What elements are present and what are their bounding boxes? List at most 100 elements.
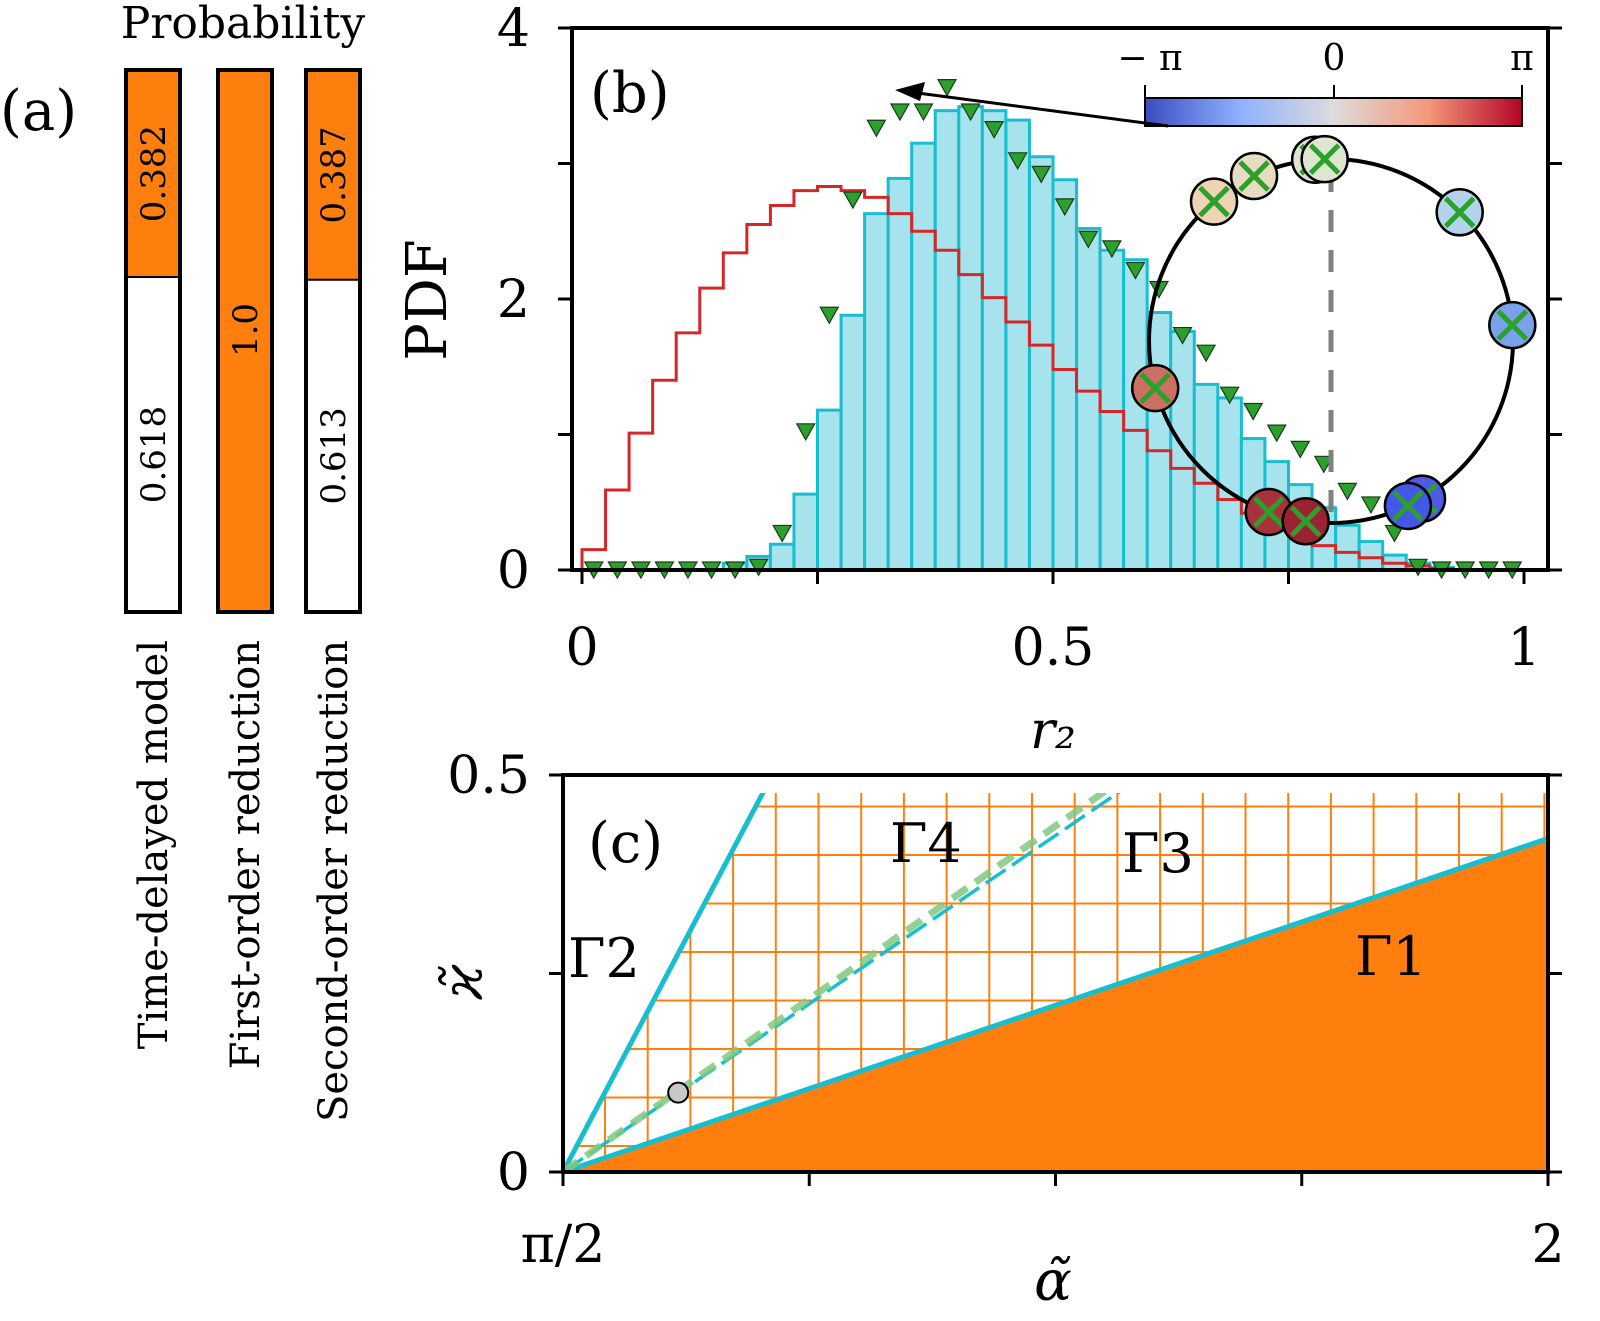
colorbar-tick-min: − π [1117,38,1182,79]
annotation-gamma4: Γ4 [890,812,962,875]
bar-frame [304,68,362,614]
data-point-triangle [1219,386,1240,405]
oscillator-marker [1281,496,1330,546]
data-point-triangle [1031,165,1052,184]
data-point-triangle [1337,482,1358,501]
panel-a-label: (a) [0,79,77,144]
oscillator-marker [1488,300,1537,350]
data-point-triangle [984,121,1005,139]
histogram-bar [1334,523,1361,570]
histogram-bar [957,105,984,570]
histogram-bar [792,492,820,570]
cross-icon [1496,309,1529,341]
panel-a: (a) Probability 0.382 0.618 Time-delayed m… [0,0,365,1122]
y-tick-label: 2 [497,270,530,330]
bar-orange-segment [306,70,360,280]
data-point-triangle [795,423,816,442]
data-point-triangle [1313,455,1334,474]
histogram-bar [1169,330,1196,570]
arrow-head-icon [895,82,925,101]
cross-icon [1139,372,1171,404]
colorbar [1144,97,1523,127]
histogram-bar [1122,258,1149,570]
cross-icon [1238,160,1270,192]
bar-white-segment [126,277,180,612]
annotation-gamma1: Γ1 [1355,925,1427,988]
annotation-arrow [909,90,1169,128]
histogram-bar [768,542,796,570]
oscillator-marker [1435,188,1484,237]
y-tick-label: 0.5 [447,746,530,806]
data-point-triangle [1290,440,1311,459]
histogram-bar [1357,540,1385,570]
x-tick-label: 2 [1531,1215,1564,1275]
bar-orange-label: 1.0 [226,303,266,357]
colorbar-tick-zero: 0 [1323,38,1346,79]
data-point-triangle [936,79,958,97]
histogram-bar [816,408,843,570]
data-point-triangle [1360,496,1381,515]
data-point-triangle [748,558,769,577]
data-point-triangle [1078,230,1099,249]
bar-white-label: 0.618 [134,406,174,503]
cross-icon [1443,196,1476,229]
cross-icon [1289,505,1322,537]
y-tick-label: 0 [497,541,530,601]
data-point-triangle [1125,261,1146,280]
x-axis-label-alpha: α̃ [1034,1249,1072,1314]
y-tick-label: 4 [497,0,530,59]
oscillator-marker [1300,134,1349,184]
data-point-triangle [866,119,887,138]
parameter-point-marker [667,1081,690,1104]
bar-frame [124,68,182,614]
boundary-curve-Γ1 [563,836,1548,1172]
oscillator-marker [1229,151,1279,201]
category-label: Second-order reduction [311,640,357,1122]
data-point-triangle [1243,402,1264,421]
histogram-bar [863,212,890,570]
data-point-triangle [1196,344,1217,363]
panel-c: π/2 2 0 0.5 (c) ϰ̃ α̃ Γ2 Γ4 Γ3 Γ1 [431,746,1565,1314]
x-tick-label: 0 [565,618,598,678]
panel-b-label: (b) [590,61,670,126]
y-tick-label: 0 [497,1143,530,1203]
cross-icon [1392,490,1424,522]
x-tick-label: π/2 [521,1215,606,1275]
category-label: Time-delayed model [131,640,177,1049]
boundary-curve-Γ2 [563,793,766,1172]
histogram-bar [886,176,914,570]
colorbar-tick-max: π [1510,38,1534,79]
data-point-triangle [1007,152,1028,171]
bar-orange-label: 0.382 [134,125,174,222]
annotation-gamma3: Γ3 [1122,822,1194,885]
bar-white-label: 0.613 [314,407,354,504]
panel-c-label: (c) [588,811,663,876]
data-point-triangle [842,191,863,210]
data-point-triangle [772,524,793,543]
histogram-bar [980,109,1008,570]
bar-orange-label: 0.387 [314,126,354,223]
x-axis-label-r2: r₂ [1030,701,1076,761]
data-point-triangle [1266,424,1287,443]
boundary-curve-Γ4 [563,793,1109,1172]
bar-orange-segment [126,70,180,278]
panel-b: 0 0.5 1 0 2 4 (b) PDF r₂ − π 0 π [395,0,1562,761]
histogram-bar [1192,382,1220,570]
annotation-gamma2: Γ2 [568,927,640,990]
data-point-triangle [960,103,981,122]
cross-icon [1252,496,1285,528]
histogram-bar [1075,227,1102,570]
cross-icon [1308,143,1341,175]
histogram-bar [910,141,937,570]
category-label: First-order reduction [223,640,269,1069]
phase-inset: − π 0 π [895,38,1537,546]
histogram-bar [933,109,961,570]
oscillator-marker [1383,481,1433,531]
histogram-bar [1004,118,1031,570]
cross-icon [1198,185,1230,218]
data-point-triangle [1407,558,1429,577]
red-step-line [580,185,1524,572]
oscillator-marker [1130,363,1180,413]
data-point-triangle [1054,198,1075,217]
